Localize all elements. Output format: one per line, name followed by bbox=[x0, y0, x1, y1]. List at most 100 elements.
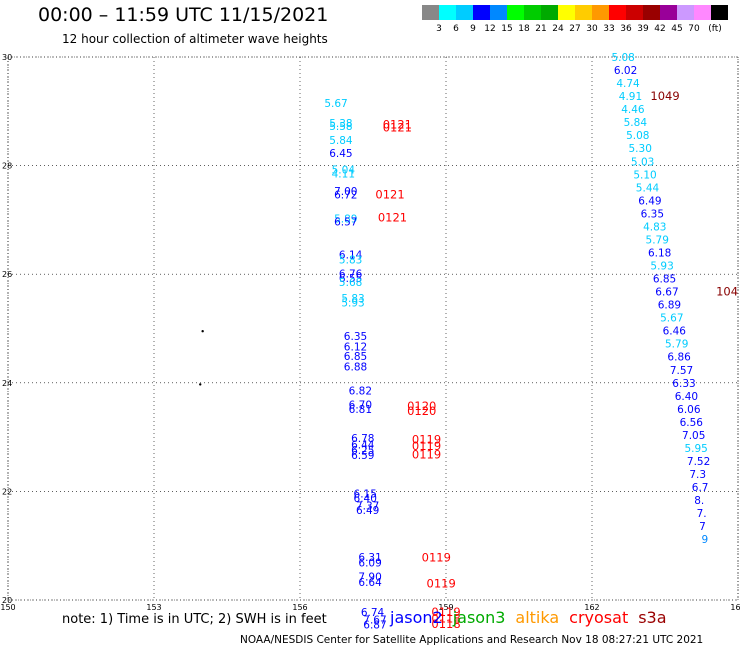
swh-value-label: 6.81 bbox=[349, 404, 372, 416]
chart-title: 00:00 – 11:59 UTC 11/15/2021 bbox=[38, 4, 329, 26]
colorbar-label: 42 bbox=[654, 24, 665, 34]
pass-time-label: 0120 bbox=[407, 404, 436, 418]
swh-value-label: 7.05 bbox=[682, 430, 705, 442]
pass-time-label: 0121 bbox=[378, 211, 407, 225]
swh-value-label: 6.40 bbox=[675, 391, 698, 403]
swh-value-label: 5.68 bbox=[339, 277, 362, 289]
swh-value-label: 6.85 bbox=[344, 351, 367, 363]
colorbar-swatch bbox=[473, 5, 490, 20]
swh-value-label: 7.57 bbox=[670, 365, 693, 377]
colorbar-label: 3 bbox=[436, 24, 442, 34]
colorbar-swatch bbox=[456, 5, 473, 20]
swh-value-label: 6.64 bbox=[358, 577, 382, 589]
credit-text: NOAA/NESDIS Center for Satellite Applica… bbox=[240, 634, 704, 646]
swh-value-label: 6.88 bbox=[344, 362, 367, 374]
colorbar-swatch bbox=[592, 5, 609, 20]
swh-value-label: 4.74 bbox=[616, 78, 640, 90]
swh-value-label: 6.57 bbox=[334, 217, 357, 229]
pass-time-label: 0120 bbox=[407, 399, 436, 413]
colorbar-swatch bbox=[575, 5, 592, 20]
swh-value-label: 6.56 bbox=[680, 417, 704, 429]
swh-value-label: 6.55 bbox=[339, 273, 362, 285]
swh-value-label: 5.30 bbox=[629, 143, 652, 155]
y-tick-label: 22 bbox=[2, 487, 12, 496]
pass-time-label: 0119 bbox=[422, 551, 451, 565]
swh-value-label: 6.09 bbox=[358, 558, 381, 570]
swh-value-label: 6.35 bbox=[641, 208, 664, 220]
swh-value-label: 7.67 bbox=[363, 615, 386, 627]
swh-value-label: 6.59 bbox=[351, 450, 374, 462]
pass-time-label: 0121 bbox=[383, 121, 412, 135]
swh-value-label: 6.86 bbox=[667, 352, 691, 364]
colorbar-label: 36 bbox=[620, 24, 632, 34]
swh-value-label: 6.02 bbox=[614, 65, 637, 77]
track-dot bbox=[199, 383, 202, 386]
colorbar-label: 45 bbox=[671, 24, 682, 34]
swh-value-label: 5.08 bbox=[611, 52, 634, 64]
colorbar-swatch bbox=[677, 5, 694, 20]
colorbar-label: 27 bbox=[569, 24, 580, 34]
swh-value-label: 5.67 bbox=[324, 98, 347, 110]
chart-subtitle: 12 hour collection of altimeter wave hei… bbox=[62, 32, 328, 46]
colorbar-label: 70 bbox=[688, 24, 700, 34]
swh-value-label: 5.84 bbox=[624, 117, 648, 129]
pass-time-labels: 0121012101210121012001200119011901190119… bbox=[375, 89, 738, 631]
x-tick-label: 153 bbox=[146, 603, 161, 612]
sat-legend-s3a: s3a bbox=[638, 608, 667, 627]
swh-value-label: 5.95 bbox=[684, 443, 707, 455]
pass-time-label: 0119 bbox=[412, 439, 441, 453]
colorbar-label: 6 bbox=[453, 24, 459, 34]
swh-value-label: 5.79 bbox=[646, 234, 669, 246]
sat-legend-altika: altika bbox=[515, 608, 560, 627]
swh-value-label: 6.35 bbox=[344, 331, 367, 343]
swh-value-label: 7.00 bbox=[334, 186, 357, 198]
colorbar-swatch bbox=[626, 5, 643, 20]
swh-value-label: 4.83 bbox=[643, 221, 666, 233]
pass-time-label: 0119 bbox=[427, 577, 456, 591]
swh-value-label: 6.18 bbox=[648, 247, 671, 259]
swh-values: 5.675.385.585.846.455.044.117.006.725.89… bbox=[324, 52, 710, 631]
swh-value-label: 6.74 bbox=[361, 607, 385, 619]
colorbar-unit: (ft) bbox=[708, 24, 722, 34]
swh-value-label: 5.93 bbox=[650, 261, 673, 273]
colorbar-swatch bbox=[439, 5, 456, 20]
pass-time-label: 0121 bbox=[383, 117, 412, 131]
swh-value-label: 7.90 bbox=[358, 572, 381, 584]
y-tick-label: 28 bbox=[2, 162, 12, 171]
colorbar-label: 39 bbox=[637, 24, 649, 34]
colorbar-label: 15 bbox=[501, 24, 512, 34]
colorbar-swatch bbox=[609, 5, 626, 20]
swh-value-label: 7 bbox=[699, 521, 706, 533]
swh-value-label: 6.49 bbox=[638, 195, 661, 207]
swh-value-label: 7.3 bbox=[689, 469, 706, 481]
swh-value-label: 5.93 bbox=[341, 297, 364, 309]
swh-value-label: 6.85 bbox=[653, 274, 676, 286]
pass-time-label: 0118 bbox=[431, 617, 460, 631]
swh-value-label: 7. bbox=[697, 508, 707, 520]
note-text: note: 1) Time is in UTC; 2) SWH is in fe… bbox=[62, 612, 327, 627]
colorbar-swatch bbox=[422, 5, 439, 20]
pass-time-label: 0119 bbox=[431, 605, 460, 619]
swh-value-label: 5.08 bbox=[626, 130, 649, 142]
colorbar-legend: 3 6 9 12 15 18 21 24 27 30 33 36 39 42 45 70 (ft) bbox=[422, 5, 728, 34]
swh-value-label: 6.40 bbox=[354, 493, 377, 505]
satellite-legend: jason2 jason3 altika cryosat s3a bbox=[390, 608, 677, 627]
swh-value-label: 4.11 bbox=[332, 169, 355, 181]
plot-grid bbox=[7, 56, 739, 601]
colorbar-swatch bbox=[507, 5, 524, 20]
swh-value-label: 6.76 bbox=[339, 269, 363, 281]
swh-value-label: 8. bbox=[694, 495, 704, 507]
swh-value-label: 6.25 bbox=[351, 445, 374, 457]
colorbar-swatch bbox=[643, 5, 660, 20]
x-tick-label: 150 bbox=[0, 603, 15, 612]
colorbar-swatch bbox=[541, 5, 558, 20]
swh-value-label: 6.67 bbox=[655, 287, 678, 299]
swh-value-label: 5.44 bbox=[636, 182, 660, 194]
swh-value-label: 6.82 bbox=[349, 385, 372, 397]
swh-value-label: 5.84 bbox=[329, 135, 353, 147]
colorbar-swatch bbox=[660, 5, 677, 20]
swh-value-label: 5.04 bbox=[332, 164, 356, 176]
colorbar-label: 30 bbox=[586, 24, 598, 34]
y-tick-label: 24 bbox=[2, 379, 12, 388]
